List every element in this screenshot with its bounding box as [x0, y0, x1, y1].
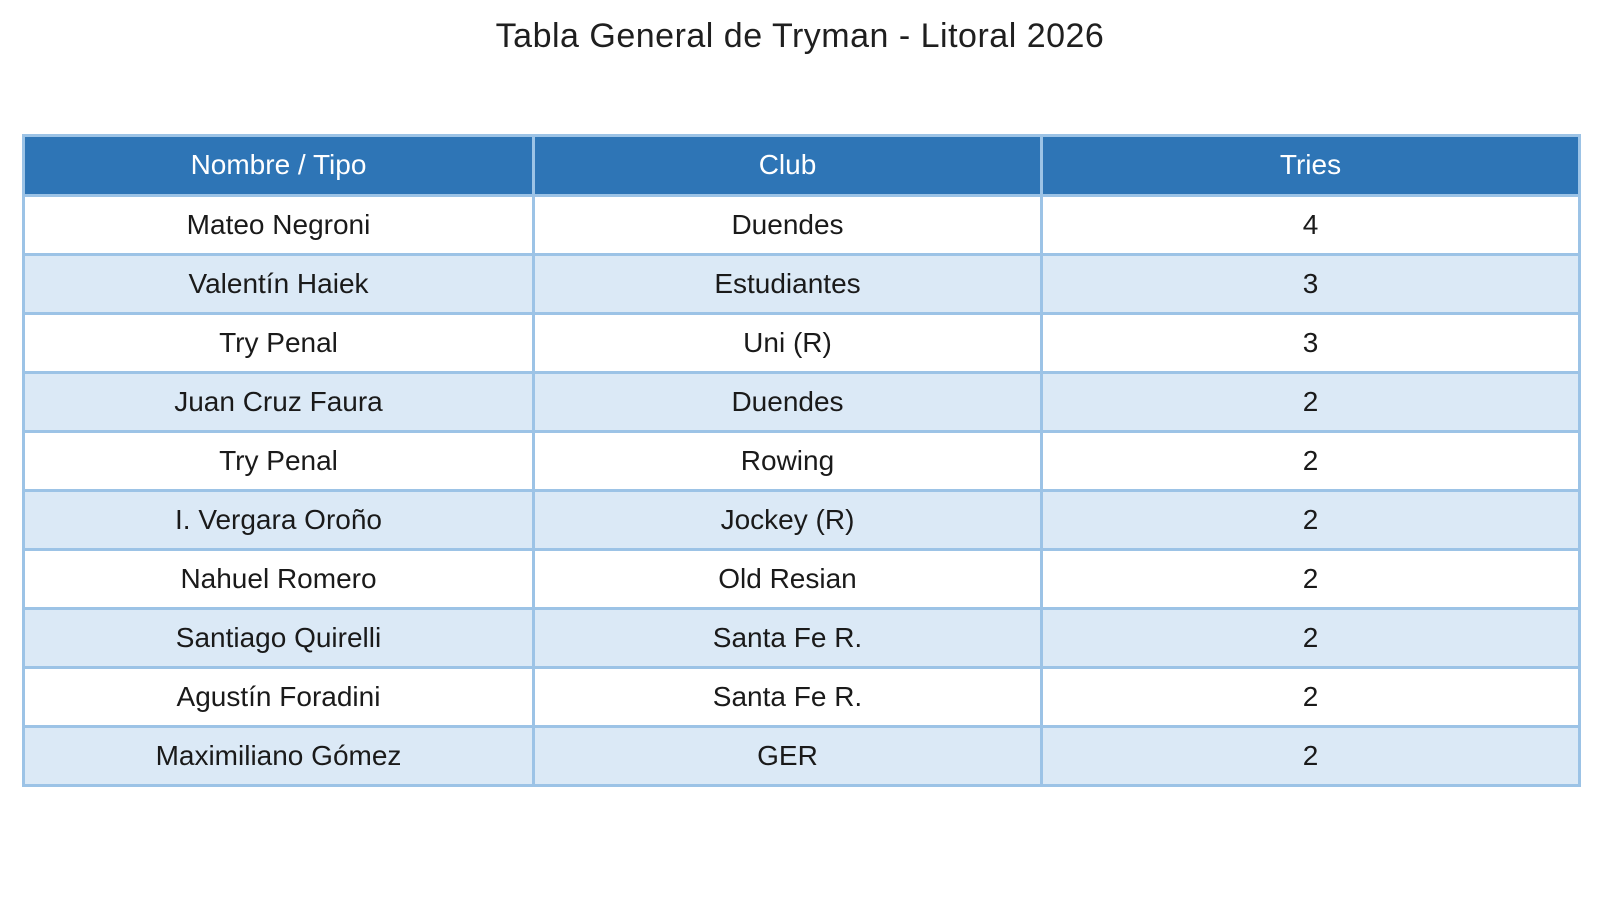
- cell-nombre: Juan Cruz Faura: [22, 370, 535, 433]
- cell-nombre: Mateo Negroni: [22, 193, 535, 256]
- cell-tries: 2: [1040, 665, 1581, 728]
- header-row: Nombre / Tipo Club Tries: [22, 133, 1581, 197]
- table-row: Agustín Foradini Santa Fe R. 2: [22, 665, 1581, 728]
- cell-club: Duendes: [532, 193, 1043, 256]
- cell-tries: 2: [1040, 370, 1581, 433]
- cell-nombre: Agustín Foradini: [22, 665, 535, 728]
- cell-nombre: Maximiliano Gómez: [22, 724, 535, 787]
- cell-nombre: Nahuel Romero: [22, 547, 535, 610]
- cell-nombre: I. Vergara Oroño: [22, 488, 535, 551]
- column-header-tries: Tries: [1040, 133, 1581, 197]
- tryman-standings-table: Nombre / Tipo Club Tries Mateo Negroni D…: [22, 133, 1581, 787]
- table-row: Try Penal Rowing 2: [22, 429, 1581, 492]
- cell-nombre: Santiago Quirelli: [22, 606, 535, 669]
- cell-tries: 2: [1040, 488, 1581, 551]
- cell-club: Old Resian: [532, 547, 1043, 610]
- table-row: Mateo Negroni Duendes 4: [22, 193, 1581, 256]
- column-header-club: Club: [532, 133, 1043, 197]
- cell-tries: 2: [1040, 606, 1581, 669]
- table-row: Nahuel Romero Old Resian 2: [22, 547, 1581, 610]
- cell-nombre: Try Penal: [22, 311, 535, 374]
- cell-club: GER: [532, 724, 1043, 787]
- cell-club: Uni (R): [532, 311, 1043, 374]
- cell-nombre: Valentín Haiek: [22, 252, 535, 315]
- cell-club: Estudiantes: [532, 252, 1043, 315]
- cell-club: Rowing: [532, 429, 1043, 492]
- cell-nombre: Try Penal: [22, 429, 535, 492]
- table-row: Santiago Quirelli Santa Fe R. 2: [22, 606, 1581, 669]
- cell-club: Jockey (R): [532, 488, 1043, 551]
- page-title: Tabla General de Tryman - Litoral 2026: [495, 17, 1105, 55]
- cell-tries: 2: [1040, 547, 1581, 610]
- table-row: I. Vergara Oroño Jockey (R) 2: [22, 488, 1581, 551]
- cell-club: Santa Fe R.: [532, 606, 1043, 669]
- table-row: Valentín Haiek Estudiantes 3: [22, 252, 1581, 315]
- table-row: Juan Cruz Faura Duendes 2: [22, 370, 1581, 433]
- cell-club: Duendes: [532, 370, 1043, 433]
- cell-club: Santa Fe R.: [532, 665, 1043, 728]
- table-row: Try Penal Uni (R) 3: [22, 311, 1581, 374]
- column-header-nombre-tipo: Nombre / Tipo: [22, 133, 535, 197]
- table-row: Maximiliano Gómez GER 2: [22, 724, 1581, 787]
- cell-tries: 2: [1040, 724, 1581, 787]
- cell-tries: 2: [1040, 429, 1581, 492]
- cell-tries: 3: [1040, 252, 1581, 315]
- cell-tries: 4: [1040, 193, 1581, 256]
- cell-tries: 3: [1040, 311, 1581, 374]
